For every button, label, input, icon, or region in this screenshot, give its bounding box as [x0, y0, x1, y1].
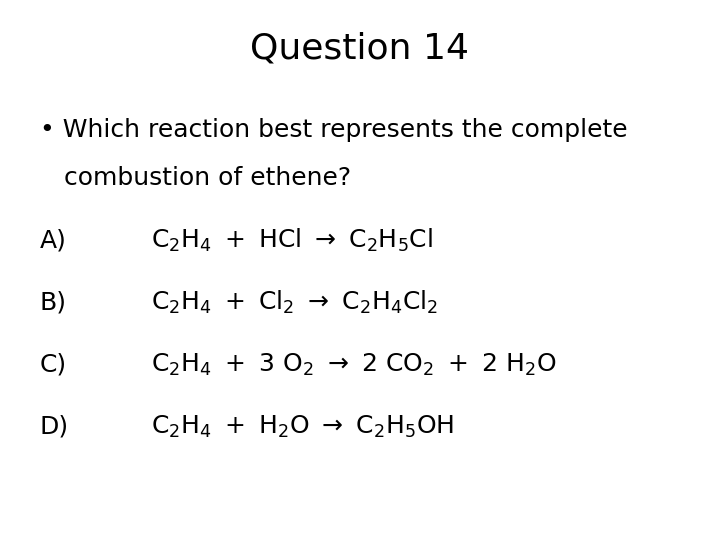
Text: $\mathregular{C}_{2}\mathregular{H}_{4}\mathregular{\ +\ Cl}_{2}\mathregular{\ \: $\mathregular{C}_{2}\mathregular{H}_{4}\…: [151, 289, 438, 316]
Text: combustion of ethene?: combustion of ethene?: [40, 166, 351, 190]
Text: B): B): [40, 291, 66, 314]
Text: $\mathregular{C}_{2}\mathregular{H}_{4}\mathregular{\ +\ H}_{2}\mathregular{O\ \: $\mathregular{C}_{2}\mathregular{H}_{4}\…: [151, 414, 454, 440]
Text: C): C): [40, 353, 67, 376]
Text: D): D): [40, 415, 68, 438]
Text: $\mathregular{C}_{2}\mathregular{H}_{4}\mathregular{\ +\ 3\ O}_{2}\mathregular{\: $\mathregular{C}_{2}\mathregular{H}_{4}\…: [151, 352, 557, 377]
Text: • Which reaction best represents the complete: • Which reaction best represents the com…: [40, 118, 627, 141]
Text: $\mathregular{C}_{2}\mathregular{H}_{4}\mathregular{\ +\ HCl\ \rightarrow\ C}_{2: $\mathregular{C}_{2}\mathregular{H}_{4}\…: [151, 227, 433, 254]
Text: Question 14: Question 14: [251, 32, 469, 65]
Text: A): A): [40, 228, 66, 252]
